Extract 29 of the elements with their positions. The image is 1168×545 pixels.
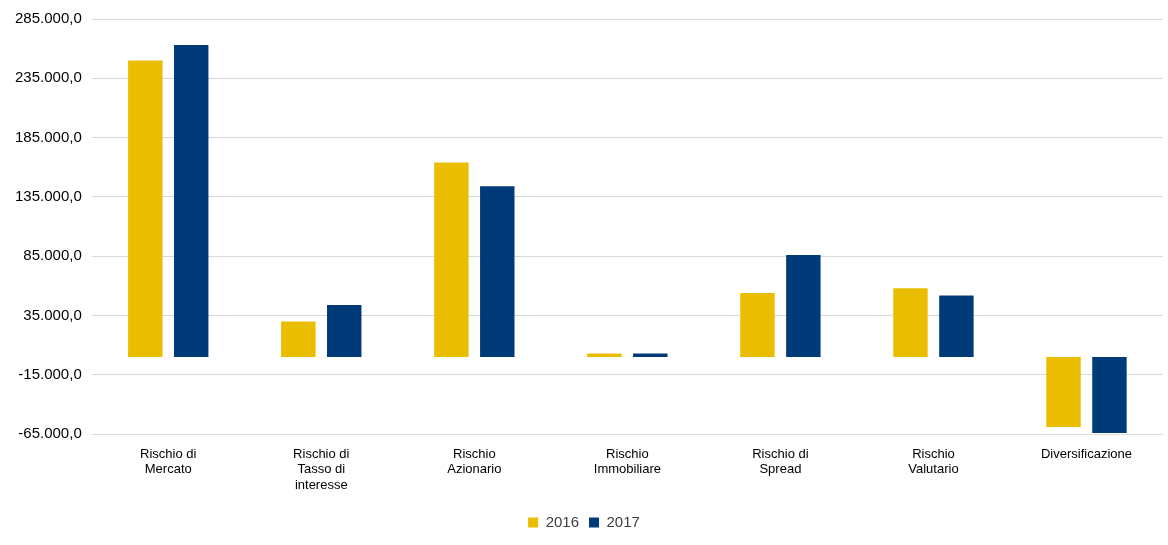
y-tick-label: 235.000,0 (15, 68, 82, 86)
legend-label: 2017 (606, 512, 640, 530)
bar (1046, 357, 1081, 428)
x-tick-label: Rischio di Tasso di interesse (293, 445, 350, 492)
y-tick-label: 285.000,0 (15, 9, 82, 27)
x-tick-label: Rischio di Spread (752, 445, 809, 477)
bar (1092, 357, 1127, 434)
bar (893, 288, 928, 358)
bar (128, 60, 163, 358)
bar (327, 304, 362, 358)
x-tick-label: Rischio Valutario (908, 445, 959, 477)
bar (480, 186, 515, 358)
x-tick-label: Rischio di Mercato (140, 445, 197, 477)
bar (434, 162, 469, 358)
y-tick-label: 185.000,0 (15, 127, 82, 145)
bar (786, 255, 821, 358)
bar (939, 295, 974, 358)
x-tick-label: Rischio Immobiliare (593, 445, 661, 477)
bar (173, 45, 209, 358)
x-tick-label: Rischio Azionario (447, 445, 502, 477)
y-tick-label: 135.000,0 (15, 187, 82, 205)
bar (281, 321, 316, 358)
y-tick-label: -15.000,0 (18, 365, 82, 383)
legend-label: 2016 (545, 512, 580, 530)
y-tick-label: -65.000,0 (18, 424, 82, 442)
x-tick-label: Diversificazione (1040, 445, 1132, 461)
y-tick-label: 35.000,0 (23, 305, 82, 323)
bar (740, 293, 775, 358)
y-tick-label: 85.000,0 (23, 246, 82, 264)
